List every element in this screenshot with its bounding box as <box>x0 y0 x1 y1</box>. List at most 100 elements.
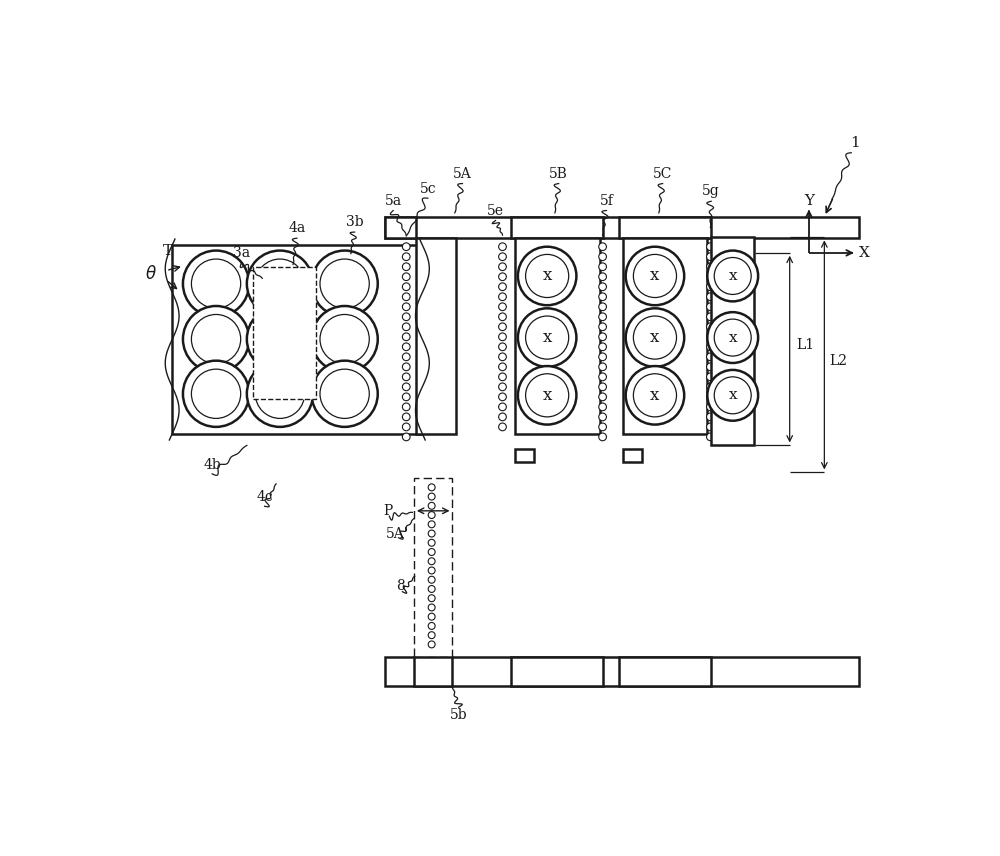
Circle shape <box>499 383 506 390</box>
Bar <box>711 237 754 445</box>
Circle shape <box>599 282 606 290</box>
Circle shape <box>255 369 305 419</box>
Circle shape <box>518 366 576 425</box>
Circle shape <box>499 423 506 431</box>
Circle shape <box>428 595 435 602</box>
Bar <box>511 657 603 687</box>
Circle shape <box>707 433 714 441</box>
Bar <box>623 238 707 434</box>
Circle shape <box>599 313 606 321</box>
Circle shape <box>499 363 506 371</box>
Text: 5f: 5f <box>600 194 613 208</box>
Circle shape <box>633 316 677 360</box>
Circle shape <box>526 254 569 298</box>
Circle shape <box>499 343 506 351</box>
Bar <box>414 479 452 657</box>
Circle shape <box>402 333 410 341</box>
Circle shape <box>707 282 714 290</box>
Circle shape <box>707 253 714 260</box>
Text: x: x <box>650 387 660 404</box>
Circle shape <box>599 413 606 421</box>
Circle shape <box>428 604 435 611</box>
Circle shape <box>402 282 410 290</box>
Circle shape <box>402 433 410 441</box>
Circle shape <box>626 366 684 425</box>
Text: 5B: 5B <box>549 167 568 181</box>
Circle shape <box>599 423 606 431</box>
Circle shape <box>320 259 369 308</box>
Circle shape <box>499 353 506 360</box>
Text: 8: 8 <box>396 580 405 593</box>
Circle shape <box>183 251 249 317</box>
Circle shape <box>599 343 606 351</box>
Circle shape <box>707 413 714 421</box>
Circle shape <box>518 308 576 367</box>
Circle shape <box>402 313 410 321</box>
Circle shape <box>499 253 506 260</box>
Circle shape <box>499 313 506 321</box>
Circle shape <box>707 263 714 270</box>
Text: T: T <box>162 244 173 259</box>
Bar <box>385 217 416 238</box>
Circle shape <box>428 493 435 500</box>
Text: L2: L2 <box>830 354 848 368</box>
Circle shape <box>599 293 606 300</box>
Circle shape <box>599 433 606 441</box>
Circle shape <box>428 622 435 629</box>
Bar <box>385 657 859 687</box>
Circle shape <box>499 273 506 281</box>
Circle shape <box>402 343 410 351</box>
Text: 4c: 4c <box>256 490 273 504</box>
Circle shape <box>499 293 506 300</box>
Text: x: x <box>728 389 737 402</box>
Text: 5b: 5b <box>450 708 467 722</box>
Circle shape <box>707 333 714 341</box>
Circle shape <box>402 383 410 390</box>
Circle shape <box>714 319 751 356</box>
Circle shape <box>499 393 506 401</box>
Circle shape <box>707 313 714 321</box>
Circle shape <box>707 312 758 363</box>
Circle shape <box>499 282 506 290</box>
Circle shape <box>402 403 410 411</box>
Circle shape <box>402 263 410 270</box>
Circle shape <box>312 251 378 317</box>
Text: 4a: 4a <box>288 221 306 235</box>
Circle shape <box>499 323 506 330</box>
Bar <box>416 238 456 434</box>
Circle shape <box>707 343 714 351</box>
Circle shape <box>255 259 305 308</box>
Circle shape <box>499 373 506 381</box>
Text: X: X <box>859 246 870 260</box>
Circle shape <box>312 360 378 427</box>
Circle shape <box>320 369 369 419</box>
Circle shape <box>402 293 410 300</box>
Text: 5A: 5A <box>453 167 472 181</box>
Circle shape <box>428 484 435 490</box>
Circle shape <box>402 323 410 330</box>
Circle shape <box>402 353 410 360</box>
Text: 4b: 4b <box>203 458 221 472</box>
Circle shape <box>707 383 714 390</box>
Circle shape <box>428 549 435 556</box>
Circle shape <box>518 247 576 306</box>
Circle shape <box>526 374 569 417</box>
Text: 1: 1 <box>850 136 860 150</box>
Circle shape <box>402 243 410 251</box>
Circle shape <box>428 520 435 528</box>
Bar <box>511 217 603 238</box>
Circle shape <box>402 413 410 421</box>
Text: x: x <box>728 330 737 345</box>
Circle shape <box>191 314 241 364</box>
Circle shape <box>183 360 249 427</box>
Circle shape <box>320 314 369 364</box>
Circle shape <box>402 363 410 371</box>
Circle shape <box>599 253 606 260</box>
Bar <box>515 238 600 434</box>
Circle shape <box>402 373 410 381</box>
Circle shape <box>428 502 435 509</box>
Text: x: x <box>542 267 552 284</box>
Circle shape <box>428 539 435 546</box>
Circle shape <box>707 323 714 330</box>
Circle shape <box>714 258 751 294</box>
